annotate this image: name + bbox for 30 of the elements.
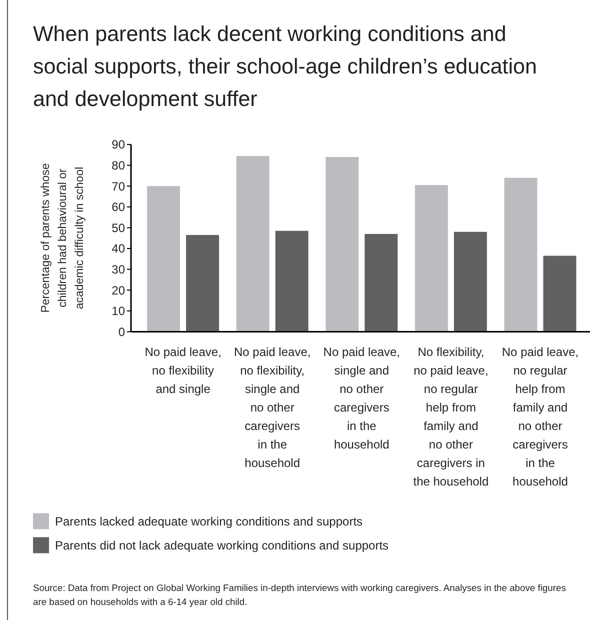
bar [186,234,220,332]
bar [147,186,180,332]
source-note: Source: Data from Project on Global Working Families in-depth interviews with working caregivers. Analyses in the above figures are based on households with a 6-14 year old child. [33,582,566,608]
chart-title: When parents lack decent working conditions and social supports, their school-age children’s education and development suffer [33,22,537,111]
x-tick-label: No paid leave, no flexibility, single and no other caregivers in the household [234,345,311,470]
y-tick-label: 10 [112,304,126,318]
bar [236,156,270,332]
y-axis-title: Percentage of parents whose children had behavioural or academic difficulty in school [40,163,86,313]
bar [364,234,398,332]
y-tick-label: 50 [112,220,126,235]
y-tick-label: 40 [112,242,126,256]
y-tick-label: 80 [112,158,126,172]
y-tick-label: 20 [112,283,126,298]
y-tick-label: 0 [118,324,126,339]
y-tick-label: 30 [112,262,126,276]
legend-label: Parents did not lack adequate working conditions and supports [55,538,389,552]
y-tick-label: 60 [112,200,126,214]
x-tick-label: No paid leave, single and no other caregivers in the household [323,345,400,452]
bar [414,185,448,332]
bar [326,156,359,332]
bar [454,232,487,332]
y-tick-label: 90 [112,138,126,152]
bar [504,178,538,332]
x-tick-label: No paid leave, no flexibility and single [144,345,222,396]
bar [543,256,576,332]
y-tick-label: 70 [112,179,126,194]
legend-label: Parents lacked adequate working conditions and supports [55,514,363,528]
x-tick-label: No flexibility, no paid leave, no regular help from family and no other caregivers in the household [413,345,489,489]
x-tick-label: No paid leave, no regular help from family and no other caregivers in the household [502,345,579,489]
bar [275,230,308,332]
